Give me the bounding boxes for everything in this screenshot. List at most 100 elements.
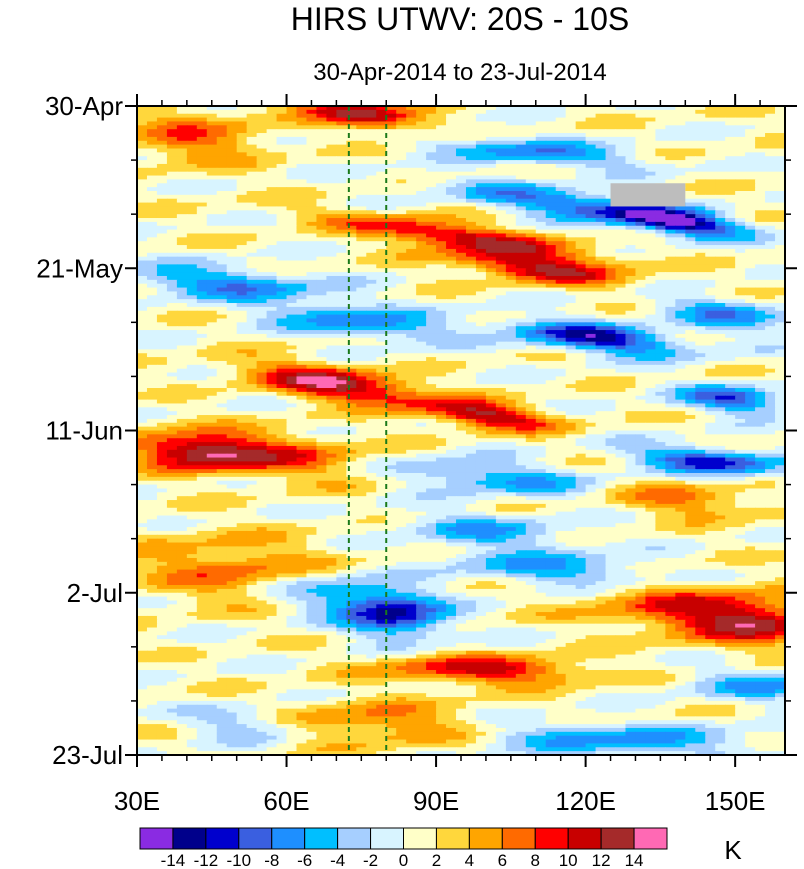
field-cell [515,163,527,169]
field-cell [485,330,497,335]
field-cell [605,113,617,119]
field-cell [406,272,417,277]
field-cell [336,364,347,370]
field-cell [525,349,537,354]
field-cell [276,333,288,339]
field-cell [406,241,417,246]
field-cell [186,133,198,138]
field-cell [775,364,785,370]
field-cell [256,364,268,370]
field-cell [765,268,776,273]
field-cell [276,364,288,370]
field-cell [296,360,308,366]
field-cell [286,391,298,397]
field-cell [246,233,258,238]
field-cell [525,175,537,180]
field-cell [725,287,736,293]
field-cell [286,314,298,320]
field-cell [515,125,527,130]
field-cell [386,202,397,208]
field-cell [356,283,367,289]
field-cell [326,163,337,169]
field-cell [575,384,587,389]
field-cell [326,360,337,366]
field-cell [725,306,736,312]
field-cell [426,221,437,227]
field-cell [515,225,527,231]
field-cell [316,372,328,378]
field-cell [196,156,208,161]
field-cell [525,395,537,401]
field-cell [266,333,278,339]
field-cell [575,252,587,258]
field-cell [256,214,268,219]
field-cell [545,337,557,343]
field-cell [765,136,776,142]
field-cell [386,194,397,200]
field-cell [485,237,497,242]
field-cell [575,345,587,350]
field-cell [705,194,716,200]
field-cell [206,322,218,327]
field-cell [396,330,407,335]
field-cell [565,229,577,235]
field-cell [436,109,447,115]
field-cell [555,360,567,366]
field-cell [735,190,746,196]
field-cell [376,333,387,339]
field-cell [585,183,597,188]
field-cell [186,206,198,211]
field-cell [675,333,686,339]
field-cell [775,341,785,347]
field-cell [485,380,497,385]
field-cell [575,349,587,354]
field-cell [695,252,706,258]
field-cell [525,171,537,177]
field-cell [256,144,268,150]
field-cell [336,388,347,393]
field-cell [186,233,198,238]
field-cell [535,268,547,273]
field-cell [515,113,527,119]
field-cell [156,225,168,231]
field-cell [206,218,218,223]
field-cell [595,357,607,362]
field-cell [356,330,367,335]
field-cell [256,322,268,327]
field-cell [146,357,158,362]
field-cell [755,376,766,381]
field-cell [735,245,746,250]
field-cell [735,314,746,320]
field-cell [386,183,397,188]
field-cell [585,341,597,347]
field-cell [216,330,228,335]
field-cell [406,245,417,250]
field-cell [585,171,597,177]
field-cell [495,287,507,293]
field-cell [206,345,218,350]
field-cell [356,106,367,111]
field-cell [346,295,357,300]
field-cell [446,160,457,165]
field-cell [386,341,397,347]
field-cell [565,384,577,389]
field-cell [515,214,527,219]
field-cell [685,333,696,339]
field-cell [515,129,527,134]
field-cell [505,167,517,173]
field-cell [256,125,268,130]
field-cell [525,264,537,269]
field-cell [715,129,726,134]
field-cell [505,268,517,273]
field-cell [416,163,427,169]
field-cell [206,152,218,157]
field-cell [745,333,756,339]
field-cell [765,272,776,277]
field-cell [635,376,647,381]
field-cell [505,252,517,258]
field-cell [485,156,497,161]
field-cell [505,136,517,142]
field-cell [735,121,746,126]
field-cell [485,306,497,312]
field-cell [296,303,308,308]
